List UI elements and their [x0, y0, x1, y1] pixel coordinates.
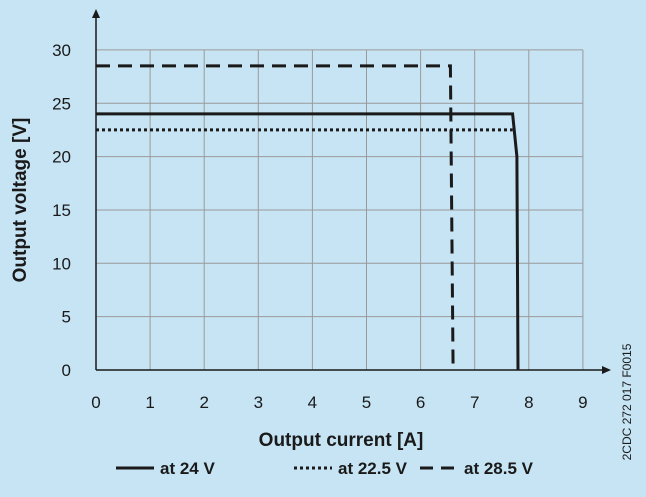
x-tick-label: 0 — [91, 393, 100, 412]
legend-label: at 24 V — [160, 459, 215, 478]
x-tick-label: 8 — [524, 393, 533, 412]
y-tick-label: 5 — [62, 308, 71, 327]
x-tick-label: 1 — [145, 393, 154, 412]
document-code: 2CDC 272 017 F0015 — [620, 343, 634, 460]
y-axis-label: Output voltage [V] — [10, 118, 31, 283]
y-tick-label: 15 — [52, 201, 71, 220]
x-tick-label: 5 — [362, 393, 371, 412]
legend-label: at 28.5 V — [464, 459, 534, 478]
x-tick-label: 3 — [254, 393, 263, 412]
x-axis-label: Output current [A] — [259, 430, 424, 451]
tick-labels: 0 1 2 3 4 5 6 7 8 9 0 5 10 15 20 25 30 — [52, 41, 588, 412]
y-tick-label: 10 — [52, 254, 71, 273]
y-tick-label: 0 — [62, 361, 71, 380]
grid — [96, 49, 584, 370]
x-axis-arrow — [602, 366, 611, 374]
y-tick-label: 20 — [52, 148, 71, 167]
x-tick-label: 9 — [578, 393, 587, 412]
x-tick-label: 4 — [308, 393, 317, 412]
x-tick-label: 6 — [416, 393, 425, 412]
y-tick-label: 25 — [52, 94, 71, 113]
series-line-dashed — [96, 64, 455, 371]
y-axis-arrow — [92, 9, 100, 18]
series-line-solid — [96, 112, 520, 371]
legend: at 24 V at 22.5 V at 28.5 V — [116, 459, 534, 478]
x-tick-label: 7 — [470, 393, 479, 412]
x-tick-label: 2 — [199, 393, 208, 412]
axes — [92, 9, 611, 374]
series-lines — [96, 64, 520, 371]
legend-label: at 22.5 V — [338, 459, 408, 478]
y-tick-label: 30 — [52, 41, 71, 60]
